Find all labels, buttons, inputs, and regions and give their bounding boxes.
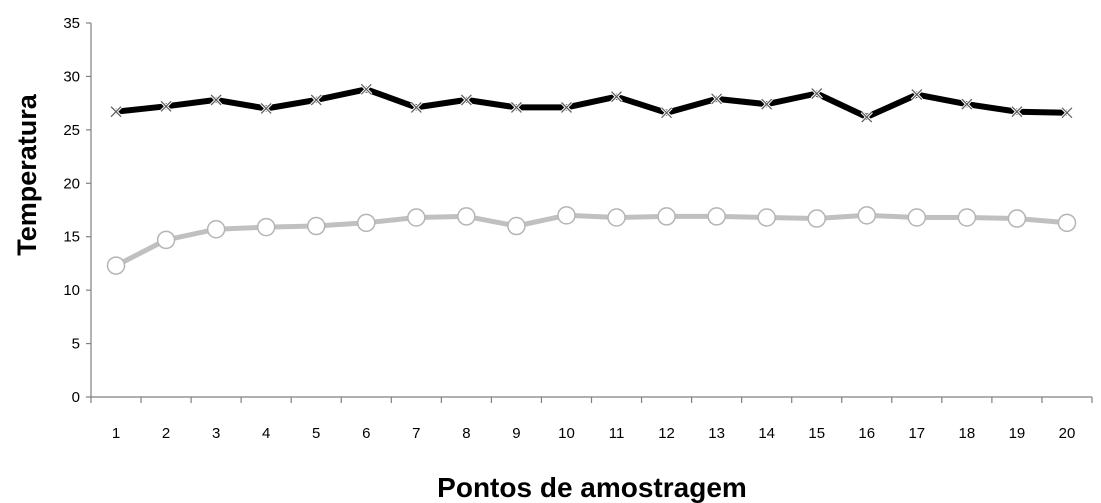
data-point-circle-marker	[357, 213, 376, 233]
y-axis-title: Temperatura	[12, 93, 42, 256]
x-tick-label: 4	[262, 425, 270, 442]
y-axis: 0 5 10 15 20 25 30 35	[63, 15, 92, 406]
data-point-x-marker	[910, 88, 923, 101]
data-point-circle-marker	[557, 206, 576, 225]
series-layer	[106, 83, 1077, 275]
data-point-x-marker	[510, 101, 523, 114]
data-point-circle-marker	[206, 219, 226, 239]
data-point-x-marker	[860, 110, 873, 124]
x-tick-label: 2	[162, 425, 170, 442]
data-point-x-marker	[1060, 106, 1074, 119]
data-point-circle-marker	[457, 207, 476, 226]
x-tick-label: 6	[362, 425, 370, 442]
series-line	[115, 86, 1068, 120]
data-point-circle-marker	[657, 207, 676, 226]
x-tick-label: 10	[558, 425, 575, 442]
data-point-x-marker	[610, 90, 623, 103]
x-tick-label: 18	[959, 425, 976, 442]
x-tick-label: 19	[1009, 425, 1026, 442]
data-point-circle-marker	[256, 217, 276, 237]
data-point-x-marker	[710, 92, 723, 105]
y-tick-label: 5	[72, 336, 80, 353]
data-point-x-marker	[410, 101, 423, 114]
data-point-x-marker	[560, 101, 573, 114]
data-point-x-marker	[1010, 105, 1024, 118]
data-point-x-marker	[760, 98, 773, 111]
x-tick-label: 3	[212, 425, 220, 442]
data-point-circle-marker	[407, 208, 426, 227]
x-tick-label: 1	[112, 425, 120, 442]
x-axis-title: Pontos de amostragem	[437, 472, 747, 503]
data-point-x-marker	[159, 100, 173, 113]
y-tick-label: 35	[63, 15, 80, 32]
data-point-circle-marker	[306, 216, 326, 236]
series-2	[106, 206, 1077, 275]
x-tick-label: 8	[462, 425, 470, 442]
x-tick-label: 9	[512, 425, 520, 442]
x-tick-label: 17	[908, 425, 925, 442]
data-point-x-marker	[460, 93, 473, 107]
data-point-x-marker	[810, 87, 823, 100]
data-point-x-marker	[109, 105, 123, 118]
data-point-circle-marker	[857, 206, 877, 225]
data-point-circle-marker	[757, 208, 776, 227]
data-point-circle-marker	[907, 208, 927, 227]
x-axis: 1 2 3 4 5 6 7 8 9 10 11 12 13 14 15 16 17 18 19 20	[90, 396, 1093, 442]
x-tick-label: 12	[658, 425, 675, 442]
y-tick-label: 0	[72, 389, 80, 406]
y-tick-label: 25	[63, 122, 80, 139]
series-1	[109, 83, 1074, 124]
y-tick-label: 20	[63, 175, 80, 192]
x-tick-label: 13	[708, 425, 725, 442]
data-point-circle-marker	[1007, 209, 1027, 228]
data-point-circle-marker	[106, 256, 126, 275]
y-tick-label: 15	[63, 229, 80, 246]
x-tick-label: 11	[609, 425, 625, 442]
data-point-x-marker	[209, 93, 223, 107]
data-point-x-marker	[260, 102, 273, 115]
x-tick-label: 15	[808, 425, 825, 442]
data-point-x-marker	[310, 93, 323, 107]
data-point-circle-marker	[957, 208, 977, 227]
data-point-circle-marker	[707, 207, 726, 226]
data-point-circle-marker	[507, 216, 526, 236]
data-point-circle-marker	[807, 209, 826, 228]
data-point-x-marker	[960, 98, 974, 111]
y-tick-label: 30	[63, 68, 80, 85]
data-point-circle-marker	[607, 208, 626, 227]
x-tick-label: 5	[312, 425, 320, 442]
x-tick-label: 20	[1059, 425, 1076, 442]
y-tick-label: 10	[63, 282, 80, 299]
data-point-x-marker	[360, 83, 373, 96]
x-tick-label: 16	[858, 425, 875, 442]
x-tick-label: 7	[412, 425, 420, 442]
x-tick-label: 14	[758, 425, 775, 442]
data-point-circle-marker	[1057, 213, 1077, 233]
data-point-circle-marker	[156, 230, 176, 250]
data-point-x-marker	[660, 106, 673, 119]
